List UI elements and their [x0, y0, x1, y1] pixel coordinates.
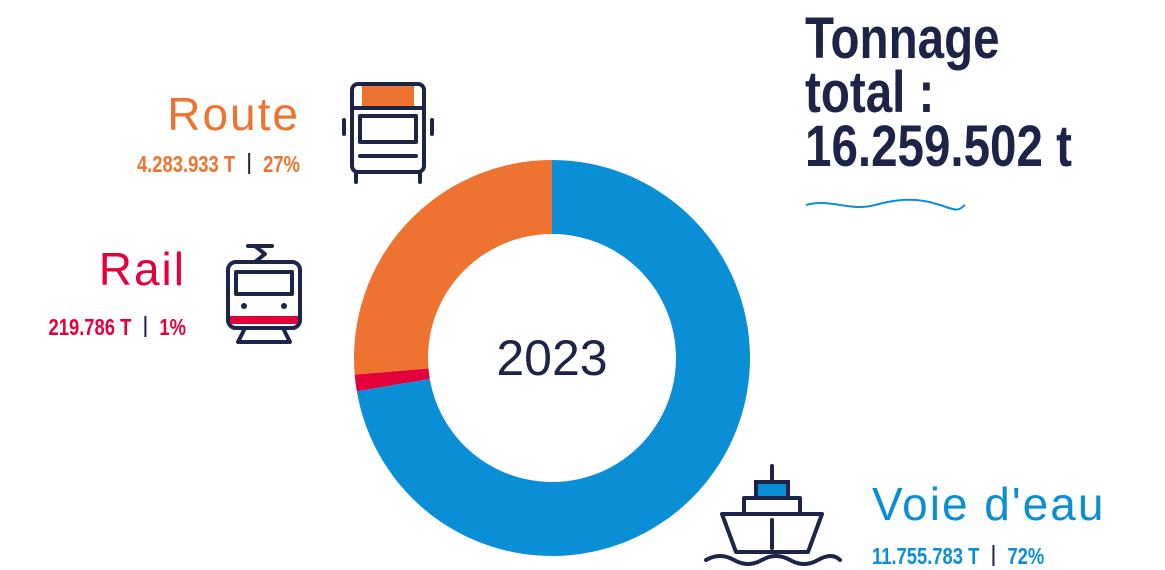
value-line: 219.786 T 1% [49, 315, 186, 340]
title-group: Tonnage total : 16.259.502 t [805, 7, 1072, 180]
wave-decoration [805, 198, 966, 211]
value-line: 4.283.933 T 27% [137, 152, 300, 177]
donut-segment [354, 368, 430, 392]
ship-icon [704, 464, 842, 566]
category-label: Voie d'eau [872, 478, 1105, 530]
category-label: Rail [99, 243, 186, 295]
donut-segment [353, 160, 552, 375]
center-label: 2023 [496, 330, 607, 386]
value-line: 11.755.783 T 72% [872, 544, 1044, 569]
percentage-label: 27% [263, 152, 300, 177]
truck-icon [342, 82, 434, 184]
title-line: 16.259.502 t [805, 115, 1072, 180]
train-icon [226, 244, 302, 344]
value-label: 219.786 T [49, 315, 132, 340]
title-line: total : [805, 61, 934, 126]
value-label: 11.755.783 T [872, 544, 980, 569]
value-label: 4.283.933 T [137, 152, 235, 177]
donut-segment [356, 160, 751, 556]
percentage-label: 1% [159, 315, 186, 340]
category-label: Route [167, 88, 300, 140]
percentage-label: 72% [1007, 544, 1044, 569]
title-line: Tonnage [805, 7, 1000, 72]
